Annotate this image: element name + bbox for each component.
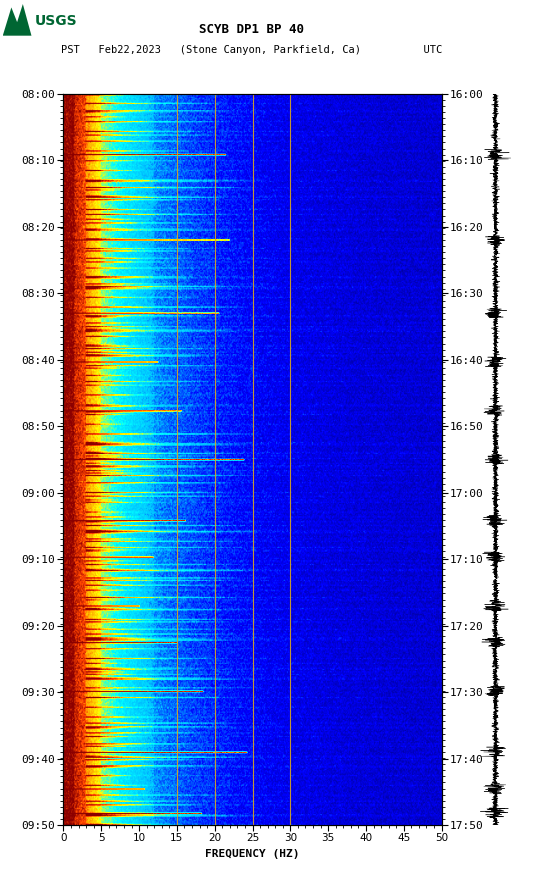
X-axis label: FREQUENCY (HZ): FREQUENCY (HZ) [205, 849, 300, 859]
Text: USGS: USGS [35, 14, 78, 28]
Text: PST   Feb22,2023   (Stone Canyon, Parkfield, Ca)          UTC: PST Feb22,2023 (Stone Canyon, Parkfield,… [61, 45, 442, 54]
Polygon shape [3, 4, 31, 36]
Text: SCYB DP1 BP 40: SCYB DP1 BP 40 [199, 22, 304, 36]
